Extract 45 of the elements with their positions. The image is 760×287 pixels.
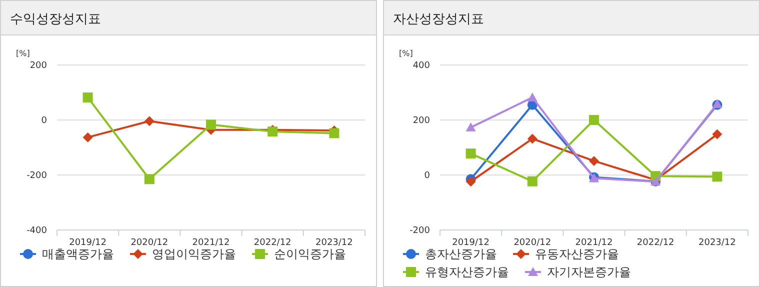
point	[712, 129, 722, 140]
y-tick-label: -200	[26, 171, 48, 181]
legend-label: 순이익증가율	[274, 247, 346, 261]
y-tick-label: 0	[424, 171, 430, 181]
x-tick-label: 2021/12	[192, 238, 230, 248]
point	[329, 128, 340, 138]
x-tick-label: 2022/12	[254, 238, 292, 248]
point	[527, 92, 538, 102]
x-tick-label: 2019/12	[69, 238, 106, 248]
legend-label: 총자산증가율	[425, 247, 497, 261]
y-tick-label: 400	[412, 61, 430, 71]
chart-title: 수익성장성지표	[10, 12, 101, 27]
y-tick-label: -200	[410, 226, 430, 236]
point	[466, 148, 476, 159]
legend-label: 자기자본증가율	[547, 265, 631, 279]
x-tick-label: 2020/12	[514, 238, 552, 248]
point	[712, 172, 722, 182]
point	[589, 156, 599, 166]
point	[527, 176, 538, 186]
legend-label: 영업이익증가율	[152, 247, 236, 261]
x-tick-label: 2022/12	[636, 238, 674, 248]
x-tick-label: 2021/12	[575, 238, 613, 248]
point	[589, 115, 599, 125]
y-tick-label: 200	[30, 61, 48, 71]
x-tick-label: 2023/12	[698, 238, 736, 248]
chart-title: 자산성장성지표	[393, 12, 484, 27]
point	[144, 116, 154, 126]
point	[466, 176, 476, 187]
point	[466, 122, 476, 132]
y-tick-label: 200	[412, 116, 430, 126]
point	[206, 120, 216, 130]
legend-label: 유동자산증가율	[535, 247, 619, 261]
legend-label: 유형자산증가율	[425, 265, 509, 279]
y-axis-title: [%]	[16, 49, 30, 58]
y-tick-label: 0	[41, 116, 48, 126]
point	[144, 174, 154, 184]
point	[82, 92, 93, 102]
x-tick-label: 2020/12	[130, 238, 168, 248]
x-tick-label: 2023/12	[316, 238, 353, 248]
y-tick-label: -400	[26, 226, 48, 236]
legend-label: 매출액증가율	[42, 247, 114, 261]
point	[527, 134, 538, 144]
point	[82, 132, 93, 142]
y-axis-title: [%]	[399, 49, 413, 58]
x-tick-label: 2019/12	[452, 238, 490, 248]
